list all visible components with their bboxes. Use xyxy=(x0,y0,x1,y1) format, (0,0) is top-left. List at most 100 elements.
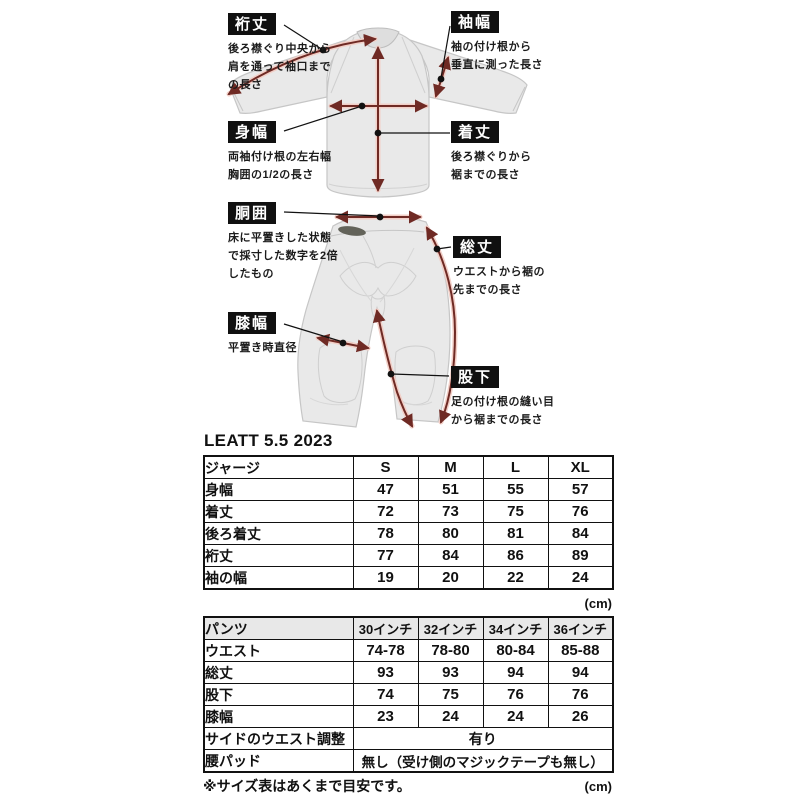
cell: 78 xyxy=(352,522,419,545)
cell: 76 xyxy=(482,683,549,706)
cell: 57 xyxy=(547,478,614,501)
desc-doui: 床に平置きした状態 で採寸した数字を2倍 したもの xyxy=(228,232,339,280)
label-hizahaba: 膝幅 xyxy=(228,312,277,334)
desc-kitake: 後ろ襟ぐりから 裾までの長さ xyxy=(451,151,532,181)
cell: 81 xyxy=(482,522,549,545)
footer: ※サイズ表はあくまで目安です。 (cm) xyxy=(203,776,612,796)
row-label: サイドのウエスト調整 xyxy=(203,727,354,750)
jersey-unit-note: (cm) xyxy=(584,596,612,611)
table-row: 総丈 93 93 94 94 xyxy=(203,661,614,684)
cell: 78-80 xyxy=(417,639,484,662)
leader-dots xyxy=(319,46,445,378)
pants-col-header: 34インチ xyxy=(482,616,549,640)
label-soutake: 総丈 xyxy=(453,236,502,258)
row-label: 裄丈 xyxy=(203,544,354,567)
cell: 76 xyxy=(547,500,614,523)
cell: 74-78 xyxy=(352,639,419,662)
pants-col-header: パンツ xyxy=(203,616,354,640)
page-title: LEATT 5.5 2023 xyxy=(204,431,333,450)
cell: 84 xyxy=(547,522,614,545)
cell: 94 xyxy=(547,661,614,684)
desc-matashita: 足の付け根の縫い目 から裾までの長さ xyxy=(451,396,555,426)
row-label: 腰パッド xyxy=(203,749,354,773)
cell: 94 xyxy=(482,661,549,684)
cell: 23 xyxy=(352,705,419,728)
leader-lines xyxy=(283,24,452,377)
row-label: 着丈 xyxy=(203,500,354,523)
size-disclaimer: ※サイズ表はあくまで目安です。 xyxy=(203,778,411,794)
cell: 75 xyxy=(482,500,549,523)
cell: 77 xyxy=(352,544,419,567)
garment-measurement-diagram xyxy=(226,24,528,429)
cell: 93 xyxy=(417,661,484,684)
table-row: 腰パッド 無し（受け側のマジックテープも無し） xyxy=(203,749,614,773)
table-row: ウエスト 74-78 78-80 80-84 85-88 xyxy=(203,639,614,662)
jersey-col-header: M xyxy=(417,455,484,479)
label-matashita: 股下 xyxy=(451,366,500,388)
cell: 80-84 xyxy=(482,639,549,662)
cell-span: 無し（受け側のマジックテープも無し） xyxy=(352,749,614,773)
arrow-matashita xyxy=(372,309,413,428)
table-row: パンツ 30インチ 32インチ 34インチ 36インチ xyxy=(203,616,614,640)
table-row: 身幅 47 51 55 57 xyxy=(203,478,614,501)
table-row: 袖の幅 19 20 22 24 xyxy=(203,566,614,590)
table-row: ジャージ S M L XL xyxy=(203,455,614,479)
cell: 19 xyxy=(352,566,419,590)
cell: 51 xyxy=(417,478,484,501)
jersey-col-header: S xyxy=(352,455,419,479)
desc-yukitake: 後ろ襟ぐり中央から 肩を通って袖口まで の長さ xyxy=(228,43,332,91)
cell: 86 xyxy=(482,544,549,567)
label-kitake: 着丈 xyxy=(451,121,500,143)
cell: 24 xyxy=(482,705,549,728)
cell: 22 xyxy=(482,566,549,590)
label-yukitake: 裄丈 xyxy=(228,13,277,35)
cell: 47 xyxy=(352,478,419,501)
cell: 74 xyxy=(352,683,419,706)
cell: 93 xyxy=(352,661,419,684)
cell: 55 xyxy=(482,478,549,501)
table-row: 着丈 72 73 75 76 xyxy=(203,500,614,523)
waist-logo-patch xyxy=(338,226,366,236)
row-label: ウエスト xyxy=(203,639,354,662)
row-label: 膝幅 xyxy=(203,705,354,728)
pants-col-header: 30インチ xyxy=(352,616,419,640)
cell: 26 xyxy=(547,705,614,728)
table-row: 股下 74 75 76 76 xyxy=(203,683,614,706)
cell: 72 xyxy=(352,500,419,523)
desc-hizahaba: 平置き時直径 xyxy=(228,342,297,354)
pants-col-header: 32インチ xyxy=(417,616,484,640)
cell: 80 xyxy=(417,522,484,545)
row-label: 身幅 xyxy=(203,478,354,501)
row-label: 総丈 xyxy=(203,661,354,684)
row-label: 袖の幅 xyxy=(203,566,354,590)
cell: 84 xyxy=(417,544,484,567)
label-sodehaba: 袖幅 xyxy=(451,11,500,33)
jersey-col-header: ジャージ xyxy=(203,455,354,479)
pants-size-table: パンツ 30インチ 32インチ 34インチ 36インチ ウエスト 74-78 7… xyxy=(203,616,614,773)
row-label: 後ろ着丈 xyxy=(203,522,354,545)
desc-mihaba: 両袖付け根の左右幅 胸囲の1/2の長さ xyxy=(228,151,332,181)
cell: 89 xyxy=(547,544,614,567)
desc-soutake: ウエストから裾の 先までの長さ xyxy=(453,266,545,296)
jersey-col-header: XL xyxy=(547,455,614,479)
pants-col-header: 36インチ xyxy=(547,616,614,640)
cell-span: 有り xyxy=(352,727,614,750)
cell: 24 xyxy=(547,566,614,590)
table-row: 裄丈 77 84 86 89 xyxy=(203,544,614,567)
jersey-col-header: L xyxy=(482,455,549,479)
table-row: 膝幅 23 24 24 26 xyxy=(203,705,614,728)
cell: 73 xyxy=(417,500,484,523)
cell: 76 xyxy=(547,683,614,706)
arrow-soutake xyxy=(426,226,457,424)
cell: 24 xyxy=(417,705,484,728)
cell: 85-88 xyxy=(547,639,614,662)
cell: 20 xyxy=(417,566,484,590)
label-doui: 胴囲 xyxy=(228,202,277,224)
row-label: 股下 xyxy=(203,683,354,706)
pants-unit-note: (cm) xyxy=(584,779,612,794)
table-row: 後ろ着丈 78 80 81 84 xyxy=(203,522,614,545)
arrow-yukitake xyxy=(227,33,377,96)
label-mihaba: 身幅 xyxy=(228,121,277,143)
table-row: サイドのウエスト調整 有り xyxy=(203,727,614,750)
